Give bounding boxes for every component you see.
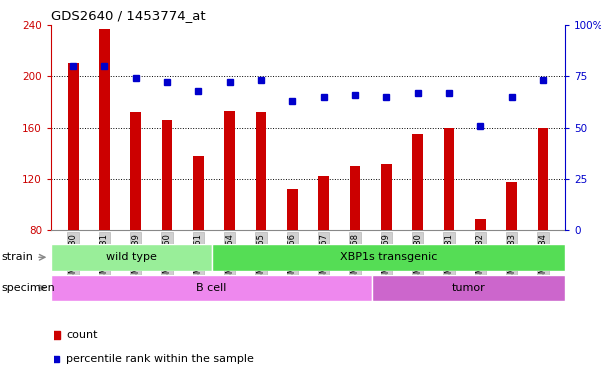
Bar (412, 134, 423, 230)
Text: specimen: specimen (1, 283, 55, 293)
Bar (537, 127, 549, 230)
Bar (506, 182, 517, 230)
Bar (162, 120, 172, 230)
Bar (318, 177, 329, 230)
Bar (224, 111, 235, 230)
Text: count: count (66, 331, 97, 341)
Text: strain: strain (1, 252, 33, 262)
Bar (130, 112, 141, 230)
Bar (444, 127, 454, 230)
Bar (255, 112, 266, 230)
Bar (475, 219, 486, 230)
Bar (350, 166, 361, 230)
Text: XBP1s transgenic: XBP1s transgenic (340, 252, 437, 262)
Text: tumor: tumor (452, 283, 486, 293)
Bar (212, 244, 565, 271)
Bar (67, 63, 79, 230)
Bar (51, 275, 372, 301)
Bar (372, 275, 565, 301)
Text: percentile rank within the sample: percentile rank within the sample (66, 354, 254, 364)
Text: wild type: wild type (106, 252, 157, 262)
Bar (193, 156, 204, 230)
Text: B cell: B cell (197, 283, 227, 293)
Bar (287, 189, 298, 230)
Text: GDS2640 / 1453774_at: GDS2640 / 1453774_at (51, 9, 206, 22)
Bar (381, 164, 392, 230)
Bar (99, 29, 110, 230)
Bar (51, 244, 212, 271)
